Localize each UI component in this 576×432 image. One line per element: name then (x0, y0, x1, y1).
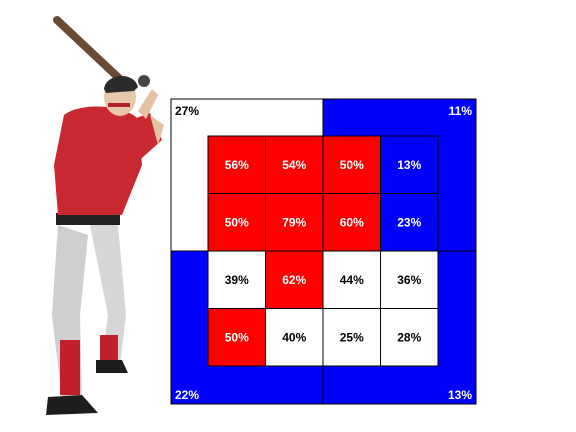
zone-cell-value: 25% (340, 330, 364, 344)
zone-cell-value: 44% (340, 273, 364, 287)
zone-cell-value: 36% (397, 273, 421, 287)
zone-cell (265, 135, 324, 194)
outer-quadrant-label-bottom-right: 13% (448, 388, 472, 402)
zone-cell-value: 23% (397, 215, 421, 229)
zone-cell (380, 193, 439, 252)
zone-cell (265, 308, 324, 367)
zone-cell-value: 54% (282, 158, 306, 172)
outer-quadrant-label-top-right: 11% (449, 104, 473, 118)
zone-cell-value: 50% (225, 215, 249, 229)
zone-cell (207, 135, 266, 194)
zone-cell-value: 60% (340, 215, 364, 229)
outer-quadrant-label-top-left: 27% (175, 104, 199, 118)
zone-cell (322, 193, 381, 252)
zone-cell (380, 308, 439, 367)
zone-cell (322, 308, 381, 367)
zone-cell-value: 50% (225, 330, 249, 344)
zone-cell (207, 193, 266, 252)
zone-cell-value: 50% (340, 158, 364, 172)
zone-cell (207, 308, 266, 367)
baseball-batter-image (46, 16, 164, 415)
zone-cell (207, 250, 266, 309)
zone-cell-value: 62% (282, 273, 306, 287)
zone-cell (265, 250, 324, 309)
zone-cell-value: 13% (397, 158, 421, 172)
strike-zone-heatmap: 27% 11% 22% 13% 56% 54% 50% 13% 50% 79% 60% 23% 39%… (170, 98, 477, 405)
zone-cell-value: 39% (225, 273, 249, 287)
outer-quadrant-label-bottom-left: 22% (175, 388, 199, 402)
bat-icon (53, 16, 126, 85)
zone-cell-value: 56% (225, 158, 249, 172)
zone-cell-value: 40% (282, 330, 306, 344)
zone-cell-value: 28% (397, 330, 421, 344)
zone-cell-value: 79% (282, 215, 306, 229)
